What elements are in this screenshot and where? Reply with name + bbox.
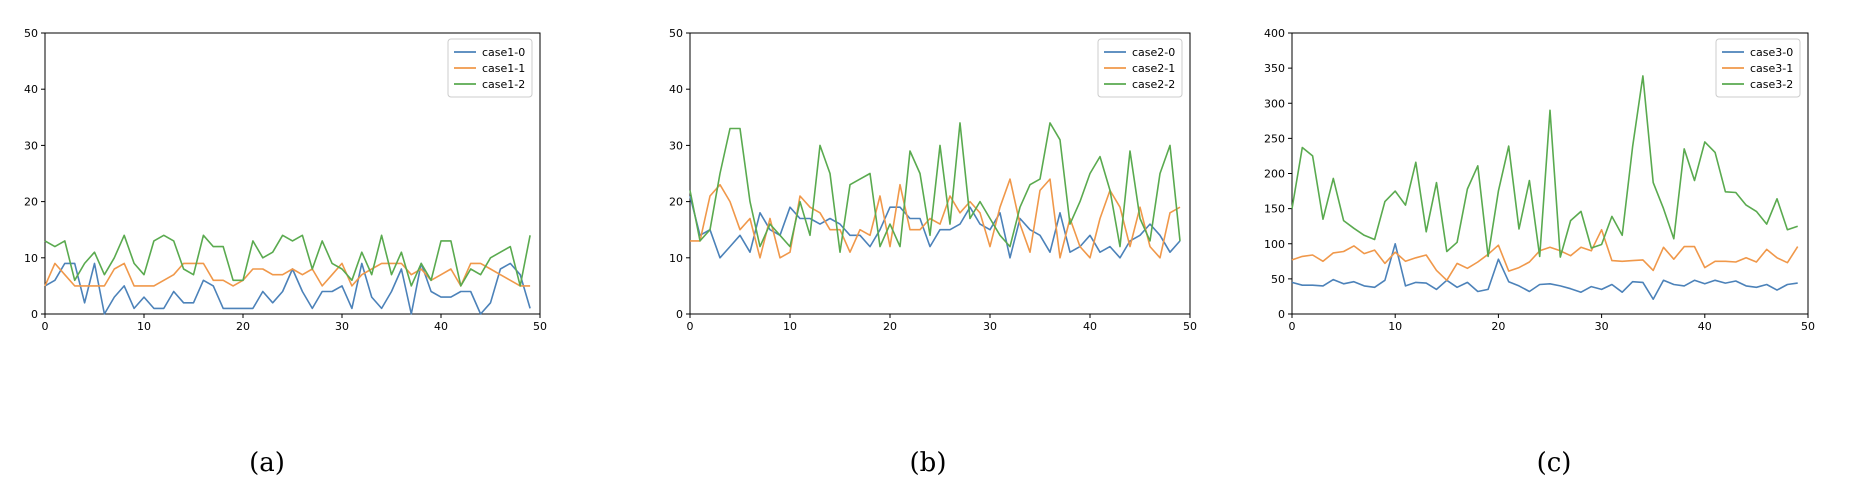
series-line-case1-2 — [44, 234, 531, 287]
x-tick-label: 30 — [983, 320, 997, 333]
y-tick-label: 150 — [1264, 203, 1285, 216]
legend-label: case1-2 — [482, 78, 525, 91]
legend-box — [447, 38, 533, 98]
y-tick-label: 400 — [1264, 27, 1285, 40]
legend-label: case2-1 — [1132, 62, 1175, 75]
chart-a: 0 10 20 30 40 50 0 10 20 30 40 50 case1-0 case1-1 case… — [0, 0, 600, 440]
caption-c: (c) — [1536, 448, 1572, 478]
chart-c: 0 10 20 30 40 50 0 50 100 150 200 250 300 350 400 case3… — [1250, 0, 1862, 440]
legend-label: case1-1 — [482, 62, 525, 75]
series-line-case2-2 — [689, 122, 1181, 253]
series-line-case2-0 — [689, 195, 1181, 259]
y-tick-label: 40 — [669, 83, 683, 96]
y-tick-label: 0 — [1278, 308, 1285, 321]
legend-label: case1-0 — [482, 46, 525, 59]
y-tick-label: 100 — [1264, 238, 1285, 251]
chart-c-svg: 0 10 20 30 40 50 0 50 100 150 200 250 300 350 400 case3… — [1264, 27, 1815, 333]
chart-b-svg: 0 10 20 30 40 50 0 10 20 30 40 50 case2-0 case2-1 case… — [669, 27, 1197, 333]
x-tick-label: 20 — [236, 320, 250, 333]
plot-frame — [44, 32, 541, 315]
y-tick-label: 50 — [1271, 273, 1285, 286]
series-line-case3-0 — [1291, 243, 1798, 301]
x-tick-label: 50 — [533, 320, 547, 333]
x-tick-label: 0 — [42, 320, 49, 333]
plot-frame — [689, 32, 1191, 315]
x-tick-label: 10 — [783, 320, 797, 333]
chart-a-svg: 0 10 20 30 40 50 0 10 20 30 40 50 case1-0 case1-1 case… — [24, 27, 547, 333]
x-tick-label: 30 — [1595, 320, 1609, 333]
legend-label: case2-0 — [1132, 46, 1175, 59]
x-tick-label: 40 — [1083, 320, 1097, 333]
x-tick-label: 40 — [434, 320, 448, 333]
legend-label: case3-1 — [1750, 62, 1793, 75]
chart-b: 0 10 20 30 40 50 0 10 20 30 40 50 case2-0 case2-1 case… — [620, 0, 1240, 440]
y-tick-label: 30 — [669, 139, 683, 152]
x-tick-label: 20 — [1491, 320, 1505, 333]
x-tick-label: 20 — [883, 320, 897, 333]
series-line-case1-1 — [44, 262, 531, 287]
y-tick-label: 350 — [1264, 62, 1285, 75]
series-line-case3-2 — [1291, 75, 1798, 258]
x-tick-label: 10 — [1388, 320, 1402, 333]
y-tick-label: 200 — [1264, 168, 1285, 181]
series-line-case3-1 — [1291, 228, 1799, 282]
caption-b: (b) — [909, 448, 947, 478]
x-tick-label: 40 — [1698, 320, 1712, 333]
y-tick-label: 10 — [24, 252, 38, 265]
x-tick-label: 10 — [137, 320, 151, 333]
y-tick-label: 20 — [669, 196, 683, 209]
legend-box — [1715, 38, 1801, 98]
legend-box — [1097, 38, 1183, 98]
x-tick-label: 50 — [1801, 320, 1815, 333]
x-tick-label: 0 — [1289, 320, 1296, 333]
y-tick-label: 50 — [24, 27, 38, 40]
x-tick-label: 30 — [335, 320, 349, 333]
y-tick-label: 20 — [24, 196, 38, 209]
y-tick-label: 0 — [676, 308, 683, 321]
y-tick-label: 50 — [669, 27, 683, 40]
series-line-case1-0 — [44, 262, 531, 315]
y-tick-label: 40 — [24, 83, 38, 96]
legend-label: case2-2 — [1132, 78, 1175, 91]
y-tick-label: 300 — [1264, 97, 1285, 110]
caption-a: (a) — [249, 448, 285, 478]
legend-label: case3-2 — [1750, 78, 1793, 91]
x-tick-label: 0 — [687, 320, 694, 333]
y-tick-label: 0 — [31, 308, 38, 321]
legend-label: case3-0 — [1750, 46, 1793, 59]
y-tick-label: 30 — [24, 139, 38, 152]
y-tick-label: 10 — [669, 252, 683, 265]
x-tick-label: 50 — [1183, 320, 1197, 333]
y-tick-label: 250 — [1264, 132, 1285, 145]
